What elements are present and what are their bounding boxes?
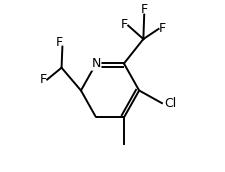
Text: F: F	[55, 36, 62, 49]
Text: N: N	[91, 57, 100, 70]
Text: F: F	[39, 73, 46, 86]
Text: Cl: Cl	[164, 98, 176, 110]
Text: F: F	[121, 18, 128, 31]
Text: F: F	[140, 3, 147, 16]
Text: F: F	[158, 22, 166, 35]
